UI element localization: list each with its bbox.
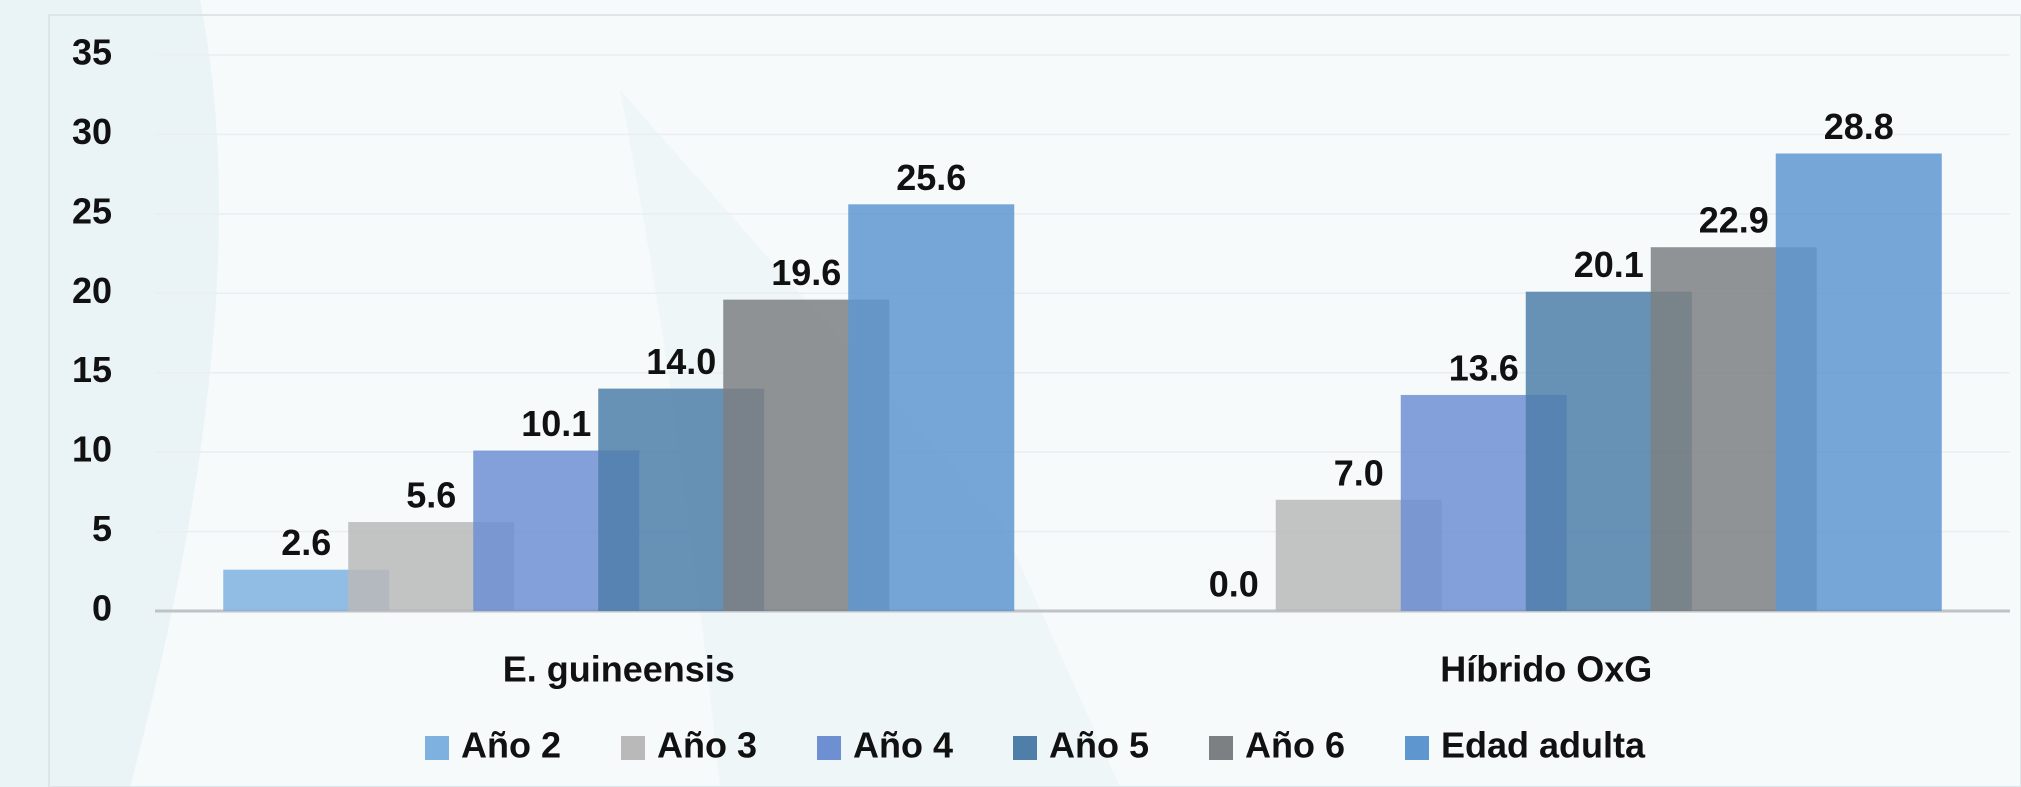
data-label: 2.6 — [281, 522, 331, 563]
y-tick-label: 10 — [72, 429, 112, 470]
data-label: 25.6 — [896, 157, 966, 198]
legend-label: Año 4 — [853, 725, 953, 766]
data-label: 20.1 — [1574, 244, 1644, 285]
data-label: 14.0 — [646, 341, 716, 382]
legend-label: Año 2 — [461, 725, 561, 766]
data-label: 0.0 — [1209, 564, 1259, 605]
x-tick-label: E. guineensis — [503, 649, 735, 690]
legend-label: Año 3 — [657, 725, 757, 766]
legend-swatch — [1405, 736, 1429, 760]
legend-swatch — [817, 736, 841, 760]
y-tick-label: 5 — [92, 508, 112, 549]
data-label: 28.8 — [1824, 106, 1894, 147]
y-tick-label: 0 — [92, 588, 112, 629]
y-tick-label: 30 — [72, 111, 112, 152]
legend-swatch — [621, 736, 645, 760]
y-tick-label: 15 — [72, 349, 112, 390]
y-tick-label: 35 — [72, 32, 112, 73]
legend-swatch — [1013, 736, 1037, 760]
data-label: 10.1 — [521, 403, 591, 444]
y-tick-label: 25 — [72, 190, 112, 231]
legend-swatch — [425, 736, 449, 760]
legend-label: Año 6 — [1245, 725, 1345, 766]
bar — [848, 204, 1015, 611]
legend-swatch — [1209, 736, 1233, 760]
data-label: 5.6 — [406, 475, 456, 516]
y-tick-label: 20 — [72, 270, 112, 311]
legend-label: Año 5 — [1049, 725, 1149, 766]
x-tick-label: Híbrido OxG — [1440, 649, 1652, 690]
data-label: 19.6 — [771, 252, 841, 293]
legend-label: Edad adulta — [1441, 725, 1646, 766]
data-label: 13.6 — [1449, 347, 1519, 388]
data-label: 22.9 — [1699, 200, 1769, 241]
data-label: 7.0 — [1334, 452, 1384, 493]
bar — [1775, 153, 1942, 611]
